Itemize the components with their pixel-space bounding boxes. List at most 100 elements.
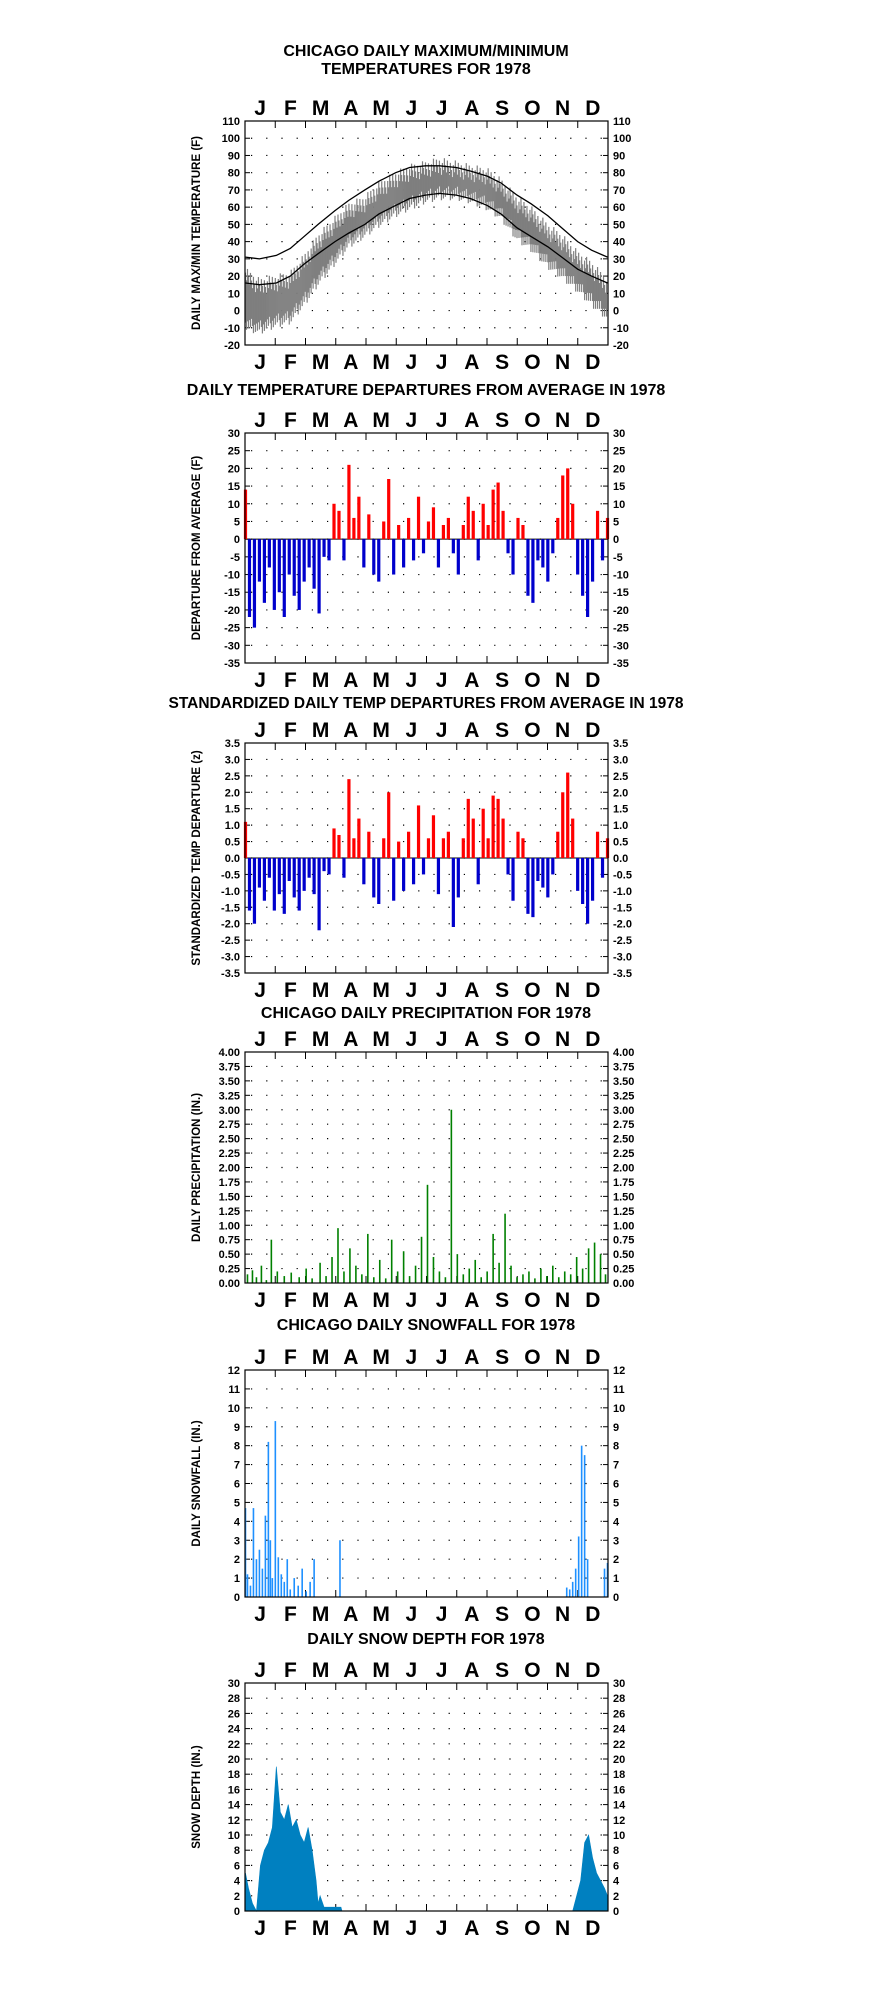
y-tick-label-left: 60 <box>228 202 240 214</box>
data-bar <box>546 1276 548 1283</box>
y-tick-label-right: 10 <box>613 1403 625 1415</box>
y-tick-label-left: 10 <box>228 499 240 511</box>
data-bar <box>347 464 351 540</box>
data-bar <box>352 838 356 858</box>
data-bar <box>571 503 575 540</box>
y-tick-label-left: 20 <box>228 1754 240 1766</box>
data-bar <box>272 539 276 610</box>
month-label-bottom: J <box>254 1603 266 1626</box>
data-bar <box>566 468 570 540</box>
data-bar <box>540 1268 542 1283</box>
month-label-top: M <box>312 719 330 742</box>
y-tick-label-right: 30 <box>613 254 625 266</box>
data-bar <box>297 858 301 911</box>
data-bar <box>541 539 545 568</box>
data-bar <box>384 1278 387 1283</box>
data-bar <box>421 539 426 554</box>
y-tick-label-right: -0.5 <box>613 869 632 881</box>
data-bar <box>451 858 455 927</box>
data-bar <box>342 539 346 561</box>
month-label-bottom: A <box>343 1289 358 1312</box>
data-bar <box>327 858 331 875</box>
y-tick-label-left: 80 <box>228 168 240 180</box>
data-bar <box>444 1277 447 1283</box>
month-label-top: J <box>436 409 448 432</box>
data-bar <box>456 1254 459 1283</box>
data-bar <box>569 1274 572 1283</box>
y-tick-label-right: 10 <box>613 499 625 511</box>
data-bar <box>571 818 575 858</box>
y-tick-label-right: 70 <box>613 185 625 197</box>
month-label-top: S <box>495 1028 509 1051</box>
y-tick-label-right: -20 <box>613 605 629 617</box>
data-bar <box>492 1233 494 1283</box>
month-label-top: O <box>524 1659 540 1682</box>
month-label-bottom: J <box>254 979 266 1002</box>
y-tick-label-left: 2.5 <box>225 771 240 783</box>
data-bar <box>586 1559 589 1597</box>
data-bar <box>361 1274 363 1283</box>
data-bar <box>258 1549 261 1597</box>
data-bar <box>325 1276 327 1283</box>
y-tick-label-left: 40 <box>228 237 240 249</box>
data-bar <box>255 1277 258 1283</box>
y-tick-label-left: 11 <box>228 1384 240 1396</box>
y-tick-label-right: 2.5 <box>613 771 628 783</box>
month-label-top: O <box>524 1028 540 1051</box>
y-tick-label-left: -15 <box>224 587 240 599</box>
data-bar <box>317 539 321 614</box>
data-bar <box>387 792 391 858</box>
data-bar <box>332 503 336 540</box>
y-tick-label-left: 0.75 <box>219 1235 240 1247</box>
month-label-bottom: D <box>585 1603 600 1626</box>
month-label-top: J <box>254 719 266 742</box>
data-bar <box>272 858 276 911</box>
data-bar <box>267 539 271 568</box>
month-label-bottom: F <box>284 979 297 1002</box>
data-bar <box>252 858 257 924</box>
data-bar <box>249 1585 252 1597</box>
data-bar <box>566 772 570 858</box>
data-bar <box>305 1268 307 1283</box>
data-bar <box>264 1515 267 1597</box>
month-label-top: M <box>372 1346 390 1369</box>
data-bar <box>557 1277 560 1283</box>
month-label-top: A <box>343 409 358 432</box>
month-label-bottom: O <box>524 1917 540 1940</box>
y-tick-label-left: -10 <box>224 570 240 582</box>
month-label-top: S <box>495 409 509 432</box>
data-bar <box>583 1455 586 1597</box>
data-bar <box>481 503 485 540</box>
data-bar <box>307 858 311 878</box>
data-bar <box>426 521 431 540</box>
data-bar <box>339 1540 341 1597</box>
y-tick-label-left: -5 <box>230 552 240 564</box>
data-bar <box>521 838 525 858</box>
data-bar <box>252 1508 255 1597</box>
y-tick-label-left: 16 <box>228 1784 240 1796</box>
y-tick-label-right: 30 <box>613 1678 625 1690</box>
y-tick-label-left: 22 <box>228 1739 240 1751</box>
y-tick-label-right: -3.5 <box>613 968 632 980</box>
data-bar <box>441 525 446 540</box>
month-label-bottom: A <box>464 1289 479 1312</box>
chart-title: DAILY TEMPERATURE DEPARTURES FROM AVERAG… <box>187 382 666 399</box>
data-bar <box>456 539 460 575</box>
data-marks <box>245 1766 608 1913</box>
data-bar <box>352 517 356 540</box>
y-tick-label-right: 1.0 <box>613 820 628 832</box>
data-bar <box>593 1242 596 1283</box>
month-label-top: J <box>436 1028 448 1051</box>
data-bar <box>289 1589 292 1597</box>
y-tick-label-left: 1.00 <box>219 1220 240 1232</box>
data-bar <box>319 1262 321 1283</box>
y-tick-label-right: 5 <box>613 516 619 528</box>
y-tick-label-right: 90 <box>613 150 625 162</box>
month-label-top: F <box>284 1659 297 1682</box>
month-label-top: M <box>312 1659 330 1682</box>
data-bar <box>522 1274 524 1283</box>
month-label-top: D <box>585 97 600 120</box>
y-tick-label-left: 30 <box>228 428 240 440</box>
data-bar <box>546 858 550 898</box>
data-bar <box>546 539 550 582</box>
